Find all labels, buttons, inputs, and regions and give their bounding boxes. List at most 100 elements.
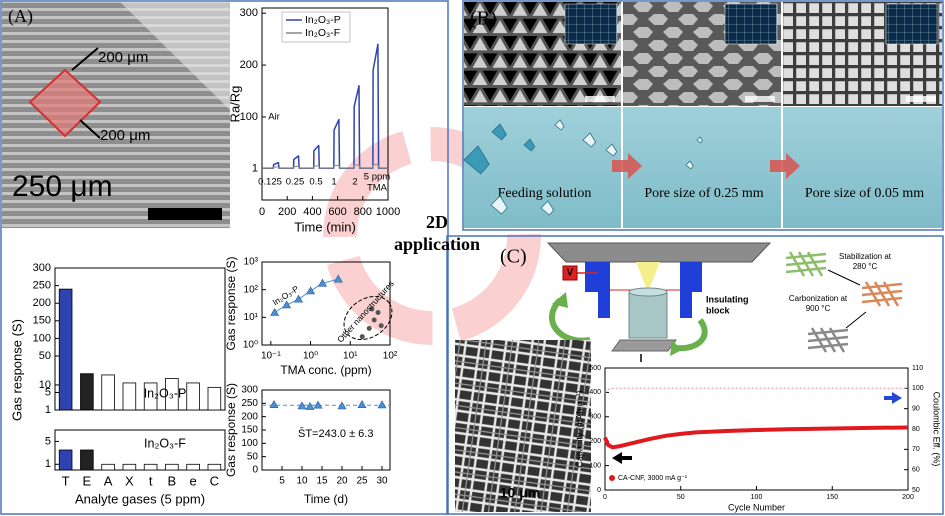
y-tick-label: 250	[241, 398, 258, 409]
y-tick-label: 200	[589, 438, 601, 445]
x-tick-label: 30	[376, 476, 388, 487]
y-tick-label: 0	[597, 487, 601, 494]
x-tick-label: 10⁰	[303, 351, 318, 362]
y2-tick-label: 50	[912, 487, 920, 494]
scale-bar	[745, 96, 775, 102]
data-point	[294, 294, 304, 303]
schematic-label: block	[706, 305, 731, 315]
data-point	[359, 334, 365, 340]
fiber	[785, 252, 827, 260]
highlight-ellipse	[343, 295, 393, 341]
blue-block	[680, 292, 692, 318]
bar	[122, 382, 137, 411]
annotation: 2	[352, 177, 357, 188]
y-tick-label: 0	[252, 465, 258, 476]
x-tick-label: C	[210, 473, 219, 488]
plot-frame	[54, 267, 226, 411]
y-tick-label: 100	[33, 332, 51, 344]
x-tick-label: E	[83, 473, 92, 488]
y-tick-label: 10⁰	[243, 340, 258, 351]
blue-block	[585, 262, 610, 292]
rotation-arrow	[549, 297, 591, 344]
panel-a-frame	[0, 0, 449, 515]
annotation: 0.125	[258, 177, 282, 188]
y-axis-label: Capacity (mAh g⁻¹)	[574, 390, 584, 467]
y-tick-label: 100	[589, 462, 601, 469]
fiber	[785, 259, 827, 267]
x-tick-label: 400	[303, 206, 321, 218]
y-tick-label: 300	[240, 7, 258, 19]
caption: Pore size of 0.25 mm	[644, 186, 763, 201]
bar	[165, 463, 179, 471]
y-tick-label: 150	[33, 315, 51, 327]
x-tick-label: 50	[677, 494, 685, 501]
x-tick-label: 10¹	[343, 351, 358, 362]
x-tick-label: T	[62, 473, 70, 488]
crystal	[490, 195, 508, 215]
caption: Feeding solution	[498, 186, 592, 201]
scale-label: 10 μm	[500, 485, 540, 501]
schematic-label: Insulating	[706, 294, 749, 304]
solution-image	[783, 107, 942, 228]
schematic-label: 280 °C	[853, 262, 878, 271]
y-tick-label: 10²	[244, 284, 259, 295]
y-tick-label: 150	[241, 425, 258, 436]
bar	[207, 386, 222, 411]
x-tick-label: 150	[826, 494, 838, 501]
needle-top	[628, 287, 668, 297]
data-line	[604, 387, 908, 393]
dimension-line	[79, 119, 101, 139]
data-line	[262, 163, 388, 169]
blue-block	[598, 292, 610, 318]
data-point	[270, 307, 280, 316]
center-title: 2D	[426, 212, 448, 232]
y2-tick-label: 100	[912, 385, 924, 392]
x-tick-label: 15	[316, 476, 328, 487]
flow-arrow	[770, 153, 800, 179]
crystal	[491, 123, 507, 141]
annotation: S̄T=243.0 ± 6.3	[298, 427, 373, 440]
arrowhead	[552, 292, 568, 308]
y-tick-label: 100	[240, 111, 258, 123]
solution-image	[464, 107, 621, 228]
y-tick-label: 1	[45, 458, 51, 470]
data-point	[378, 323, 384, 329]
bar	[101, 374, 115, 411]
flow-arrow	[612, 153, 642, 179]
bar	[143, 463, 158, 471]
y-tick-label: 10	[39, 379, 51, 391]
y-tick-label: 200	[33, 297, 51, 309]
y-tick-label: 50	[247, 451, 259, 462]
data-point	[317, 278, 328, 287]
y-axis-label: Gas response (S)	[224, 383, 238, 477]
sem-image	[455, 340, 591, 512]
sensing-area	[28, 68, 102, 138]
y2-tick-label: 80	[912, 426, 920, 433]
crystal	[540, 200, 555, 216]
y-axis-label: Gas response (S)	[9, 319, 24, 421]
center-title: application	[394, 234, 480, 254]
x-axis-label: TMA conc. (ppm)	[280, 363, 371, 377]
rotation-arrow	[675, 318, 708, 352]
schematic-label: Carbonization at	[789, 294, 848, 303]
plot-frame	[54, 429, 226, 471]
bar	[122, 463, 137, 471]
y-tick-label: 5	[45, 386, 51, 398]
x-tick-label: 200	[278, 206, 296, 218]
y-tick-label: 400	[589, 389, 601, 396]
photo-highlight	[120, 2, 230, 110]
data-point	[313, 400, 323, 409]
data-point	[377, 400, 387, 409]
dimension-label: 200 μm	[100, 127, 150, 144]
data-point	[306, 286, 316, 295]
scale-label: 250 μm	[12, 170, 113, 203]
x-tick-label: 25	[356, 476, 368, 487]
solution-image	[623, 107, 781, 228]
panel-c-frame	[446, 235, 944, 515]
crystal	[685, 160, 694, 170]
x-axis-label: Time (d)	[304, 492, 348, 506]
x-tick-label: 20	[336, 476, 348, 487]
fiber	[828, 327, 846, 353]
voltage-box	[562, 265, 578, 281]
legend-label: CA-CNF, 3000 mA g⁻¹	[618, 475, 688, 482]
